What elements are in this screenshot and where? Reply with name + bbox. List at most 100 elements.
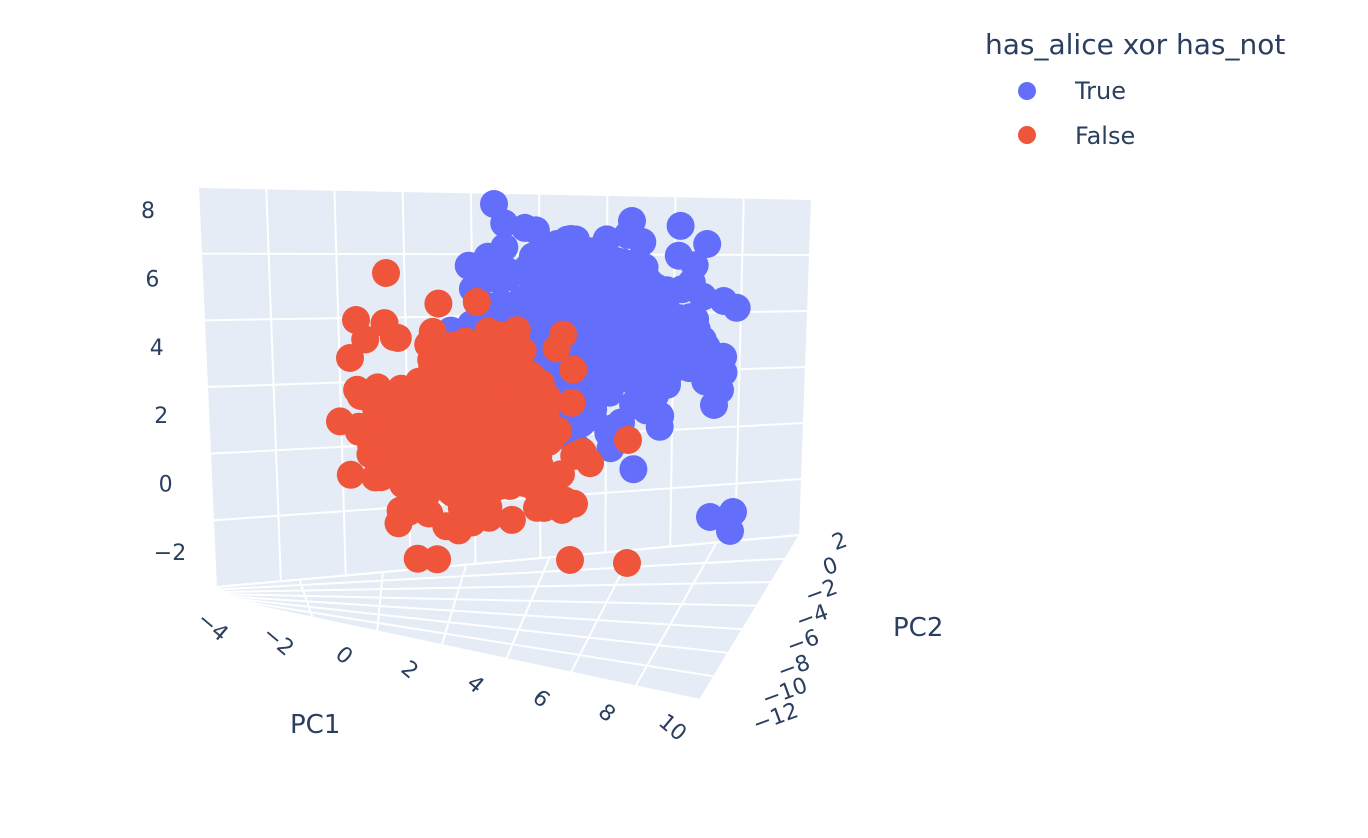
scatter-point-true <box>487 289 516 318</box>
grid-line-floor-depth <box>225 581 772 593</box>
scatter-point-false <box>503 359 532 388</box>
scatter-point-true <box>619 455 648 484</box>
legend-title: has_alice xor has_not <box>985 28 1285 61</box>
scatter-point-true <box>622 386 651 414</box>
scatter-point-true <box>709 342 738 371</box>
scatter-point-false <box>394 497 423 526</box>
floor <box>216 535 800 700</box>
scatter-point-false <box>344 412 373 441</box>
scatter-point-false <box>396 383 425 412</box>
scatter-point-true <box>610 332 639 361</box>
scatter-point-true <box>666 211 695 240</box>
axis-edge-pc2 <box>699 534 801 701</box>
scatter-point-false <box>372 259 400 287</box>
scatter-point-false <box>556 546 584 574</box>
y-axis-title: PC2 <box>893 613 943 643</box>
legend-marker-false <box>1018 126 1036 144</box>
y-tick-label: −12 <box>750 698 802 737</box>
scatter-point-true <box>618 207 646 235</box>
scatter-point-false <box>403 544 432 573</box>
grid-line-floor-depth <box>215 534 801 588</box>
grid-line-floor-width <box>505 556 551 660</box>
legend-label-true: True <box>1074 77 1126 105</box>
x-tick-label: 10 <box>653 709 691 746</box>
grid-line-floor-width <box>376 572 384 632</box>
scatter-point-false <box>403 446 432 475</box>
scatter-point-false <box>447 451 476 480</box>
z-tick-label: 4 <box>150 336 164 361</box>
scatter-point-false <box>448 391 477 420</box>
scatter-point-true <box>600 301 629 330</box>
scatter-points <box>326 190 751 577</box>
scatter-point-true <box>688 325 717 354</box>
scatter-point-false <box>505 443 534 472</box>
scatter-point-true <box>716 517 744 545</box>
x-tick-label: 4 <box>462 671 489 699</box>
scatter-point-false <box>336 344 364 372</box>
scatter-point-false <box>402 415 431 444</box>
y-tick-label: 2 <box>829 528 851 556</box>
legend-item-true[interactable]: True <box>1018 77 1126 105</box>
scatter-point-false <box>462 288 491 316</box>
scatter-point-true <box>480 190 508 218</box>
scatter-point-false <box>336 460 365 489</box>
scatter-point-false <box>508 336 537 365</box>
z-tick-label: 8 <box>141 199 155 224</box>
x-tick-label: 2 <box>396 656 423 684</box>
scatter-point-true <box>696 503 724 531</box>
scatter-point-true <box>647 294 676 323</box>
scatter-point-false <box>475 356 504 385</box>
legend-item-false[interactable]: False <box>1018 122 1135 150</box>
scatter-point-false <box>549 320 578 349</box>
grid-line-floor-depth <box>247 603 701 701</box>
x-tick-label: −2 <box>257 621 298 661</box>
x-tick-label: 0 <box>330 642 357 670</box>
grid-line-floor-depth <box>238 598 729 654</box>
legend[interactable]: has_alice xor has_not True False <box>985 28 1285 150</box>
grid-line-back-horizontal <box>197 186 813 200</box>
scatter-point-false <box>547 460 575 489</box>
scatter-point-false <box>418 317 447 346</box>
z-tick-label: 6 <box>145 267 159 292</box>
scatter-point-true <box>518 242 547 271</box>
scatter-point-true <box>700 391 728 419</box>
scatter-point-true <box>620 249 649 278</box>
scatter-point-false <box>456 507 485 535</box>
x-tick-label: −4 <box>192 607 233 647</box>
scatter-point-false <box>342 306 370 334</box>
z-tick-label: 0 <box>159 473 173 498</box>
scatter-point-false <box>475 435 504 464</box>
scatter-point-true <box>473 242 502 271</box>
scatter-point-true <box>709 287 738 315</box>
scatter-point-true <box>693 230 722 258</box>
scatter-point-false <box>383 324 412 352</box>
x-axis-title: PC1 <box>290 710 340 740</box>
legend-marker-true <box>1018 82 1036 100</box>
x-tick-label: 8 <box>593 700 620 728</box>
scatter-point-false <box>452 364 481 393</box>
scatter-point-false <box>559 355 588 384</box>
grid-line-floor-depth <box>220 557 786 591</box>
scatter-point-false <box>568 438 597 466</box>
grid-line-floor-depth <box>243 600 715 678</box>
scatter-point-false <box>530 493 559 522</box>
scatter-point-false <box>380 447 409 475</box>
scatter-point-true <box>545 255 574 284</box>
scatter-point-false <box>362 396 391 425</box>
grid-line-floor-width <box>634 541 718 687</box>
scatter-point-false <box>424 289 453 318</box>
scatter-point-true <box>664 241 693 270</box>
scatter-point-false <box>363 373 392 402</box>
axis-edge-left <box>215 586 249 605</box>
scatter-point-false <box>374 423 403 452</box>
grid-line-floor-depth <box>234 595 743 631</box>
scatter-point-true <box>595 365 624 394</box>
grid-line-floor-width <box>440 564 468 646</box>
scatter-point-false <box>557 388 586 417</box>
scatter-point-false <box>613 549 641 577</box>
scatter-point-false <box>497 505 526 534</box>
grid-line-floor-depth <box>229 593 758 607</box>
scatter-point-true <box>543 230 571 258</box>
x-tick-label: 6 <box>527 685 554 713</box>
